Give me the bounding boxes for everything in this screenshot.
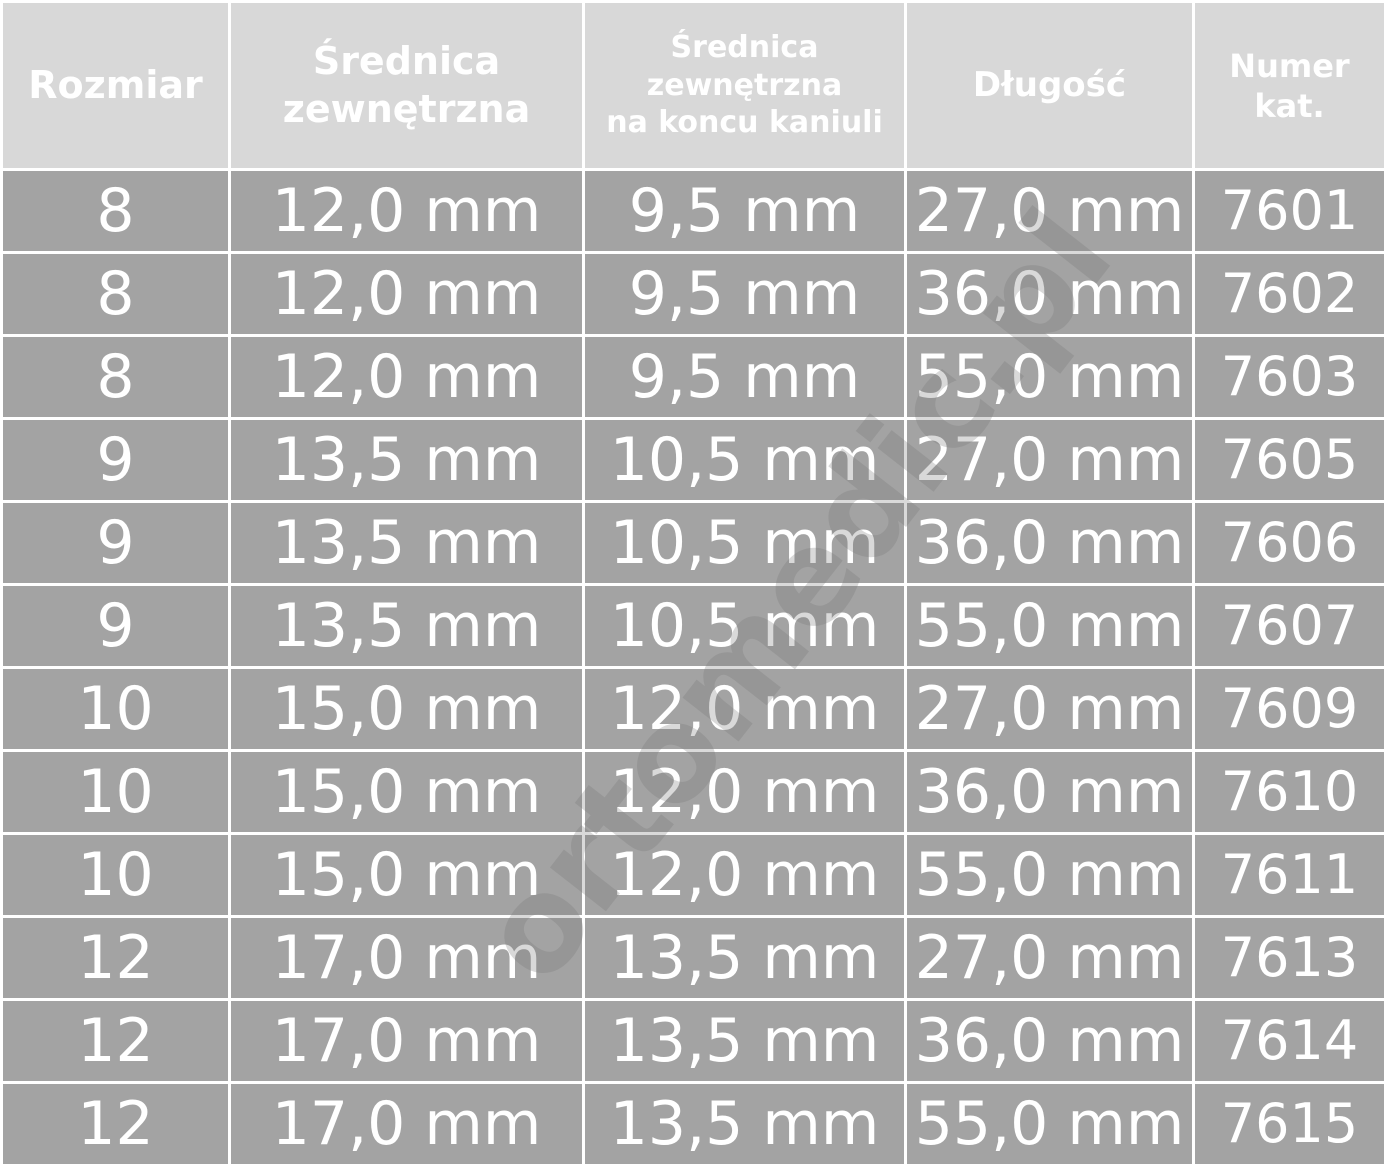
cell-rozmiar: 12 <box>2 1083 230 1166</box>
cell-srednica-zewnetrzna: 12,0 mm <box>230 336 584 419</box>
cell-srednica-zewnetrzna: 17,0 mm <box>230 917 584 1000</box>
column-header-dlugosc: Długość <box>906 2 1194 170</box>
cell-dlugosc: 55,0 mm <box>906 1083 1194 1166</box>
cell-rozmiar: 8 <box>2 170 230 253</box>
cell-srednica-koniec-kaniuli: 12,0 mm <box>584 668 906 751</box>
cell-numer-kat: 7605 <box>1194 419 1384 502</box>
cell-dlugosc: 55,0 mm <box>906 336 1194 419</box>
cell-srednica-koniec-kaniuli: 13,5 mm <box>584 1083 906 1166</box>
cell-srednica-zewnetrzna: 13,5 mm <box>230 419 584 502</box>
cell-srednica-zewnetrzna: 12,0 mm <box>230 170 584 253</box>
cell-srednica-koniec-kaniuli: 9,5 mm <box>584 253 906 336</box>
cell-numer-kat: 7614 <box>1194 1000 1384 1083</box>
cell-dlugosc: 27,0 mm <box>906 170 1194 253</box>
column-header-rozmiar: Rozmiar <box>2 2 230 170</box>
cell-rozmiar: 10 <box>2 834 230 917</box>
column-header-srednica-zewnetrzna: Średnica zewnętrzna <box>230 2 584 170</box>
cell-dlugosc: 36,0 mm <box>906 1000 1194 1083</box>
cell-numer-kat: 7601 <box>1194 170 1384 253</box>
cell-numer-kat: 7603 <box>1194 336 1384 419</box>
cell-srednica-koniec-kaniuli: 9,5 mm <box>584 170 906 253</box>
cell-rozmiar: 8 <box>2 336 230 419</box>
cell-rozmiar: 9 <box>2 419 230 502</box>
cell-numer-kat: 7606 <box>1194 502 1384 585</box>
column-header-numer-kat: Numer kat. <box>1194 2 1384 170</box>
cell-srednica-koniec-kaniuli: 13,5 mm <box>584 917 906 1000</box>
cell-rozmiar: 12 <box>2 917 230 1000</box>
cell-dlugosc: 55,0 mm <box>906 834 1194 917</box>
cell-numer-kat: 7613 <box>1194 917 1384 1000</box>
cell-dlugosc: 36,0 mm <box>906 253 1194 336</box>
cell-srednica-zewnetrzna: 17,0 mm <box>230 1000 584 1083</box>
cell-srednica-koniec-kaniuli: 10,5 mm <box>584 419 906 502</box>
cell-srednica-koniec-kaniuli: 12,0 mm <box>584 751 906 834</box>
cell-rozmiar: 10 <box>2 668 230 751</box>
cell-dlugosc: 27,0 mm <box>906 917 1194 1000</box>
cell-srednica-koniec-kaniuli: 12,0 mm <box>584 834 906 917</box>
cell-srednica-zewnetrzna: 12,0 mm <box>230 253 584 336</box>
cell-dlugosc: 36,0 mm <box>906 751 1194 834</box>
cell-srednica-koniec-kaniuli: 10,5 mm <box>584 585 906 668</box>
cell-dlugosc: 36,0 mm <box>906 502 1194 585</box>
cell-srednica-zewnetrzna: 17,0 mm <box>230 1083 584 1166</box>
cell-srednica-zewnetrzna: 13,5 mm <box>230 502 584 585</box>
cell-dlugosc: 27,0 mm <box>906 668 1194 751</box>
cell-dlugosc: 27,0 mm <box>906 419 1194 502</box>
cell-srednica-zewnetrzna: 15,0 mm <box>230 668 584 751</box>
cell-numer-kat: 7611 <box>1194 834 1384 917</box>
column-header-srednica-koniec-kaniuli: Średnica zewnętrzna na koncu kaniuli <box>584 2 906 170</box>
cell-numer-kat: 7615 <box>1194 1083 1384 1166</box>
cell-dlugosc: 55,0 mm <box>906 585 1194 668</box>
cell-numer-kat: 7610 <box>1194 751 1384 834</box>
cell-rozmiar: 9 <box>2 585 230 668</box>
cell-srednica-zewnetrzna: 13,5 mm <box>230 585 584 668</box>
cell-rozmiar: 8 <box>2 253 230 336</box>
cell-numer-kat: 7602 <box>1194 253 1384 336</box>
cell-srednica-koniec-kaniuli: 10,5 mm <box>584 502 906 585</box>
cell-srednica-zewnetrzna: 15,0 mm <box>230 751 584 834</box>
cell-rozmiar: 12 <box>2 1000 230 1083</box>
cell-srednica-koniec-kaniuli: 9,5 mm <box>584 336 906 419</box>
cell-numer-kat: 7607 <box>1194 585 1384 668</box>
cell-srednica-koniec-kaniuli: 13,5 mm <box>584 1000 906 1083</box>
cell-numer-kat: 7609 <box>1194 668 1384 751</box>
cell-rozmiar: 10 <box>2 751 230 834</box>
cell-rozmiar: 9 <box>2 502 230 585</box>
cell-srednica-zewnetrzna: 15,0 mm <box>230 834 584 917</box>
